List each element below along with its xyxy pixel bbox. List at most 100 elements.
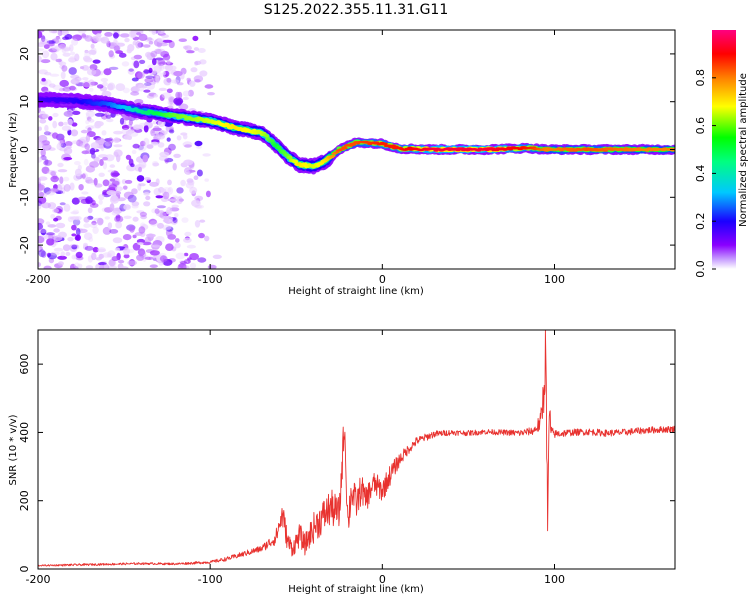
noise-speckle <box>159 130 168 135</box>
noise-speckle <box>155 195 164 199</box>
noise-speckle <box>38 247 41 251</box>
noise-speckle <box>89 222 98 228</box>
noise-speckle <box>41 202 52 209</box>
noise-speckle <box>77 263 83 269</box>
noise-speckle <box>176 187 184 194</box>
noise-speckle <box>119 117 125 125</box>
noise-speckle <box>186 50 195 54</box>
noise-speckle <box>50 52 58 61</box>
ridge-cell <box>342 147 348 150</box>
noise-speckle <box>103 68 112 76</box>
noise-speckle <box>60 71 66 80</box>
noise-speckle <box>114 186 124 192</box>
noise-speckle <box>46 232 55 236</box>
noise-speckle <box>132 143 140 149</box>
noise-speckle <box>143 89 151 93</box>
noise-speckle <box>83 158 89 166</box>
noise-speckle <box>38 126 42 131</box>
noise-speckle <box>106 118 114 123</box>
noise-speckle <box>70 263 76 269</box>
noise-speckle <box>131 188 138 195</box>
noise-speckle <box>138 33 148 42</box>
noise-speckle <box>52 120 58 129</box>
noise-speckle <box>82 77 89 81</box>
noise-speckle <box>84 245 94 251</box>
noise-speckle <box>138 183 146 187</box>
noise-speckle <box>104 216 111 220</box>
noise-speckle <box>195 145 202 149</box>
noise-speckle <box>199 70 208 77</box>
noise-speckle <box>180 261 187 265</box>
noise-speckle <box>42 113 49 119</box>
noise-speckle <box>92 59 101 64</box>
noise-speckle <box>169 97 174 105</box>
noise-speckle <box>93 177 98 186</box>
noise-speckle <box>83 57 93 63</box>
noise-speckle <box>50 214 56 219</box>
colorbar-tick-label: 0.2 <box>694 212 707 230</box>
noise-speckle <box>88 236 94 242</box>
noise-speckle <box>102 162 107 170</box>
noise-speckle <box>182 90 190 97</box>
noise-speckle <box>91 153 96 159</box>
noise-speckle <box>102 263 110 269</box>
noise-speckle <box>168 143 176 151</box>
noise-speckle <box>189 262 197 269</box>
noise-speckle <box>130 56 136 61</box>
noise-speckle <box>183 252 189 257</box>
noise-speckle <box>63 110 74 117</box>
noise-speckle <box>183 159 194 166</box>
y-tick-label: 600 <box>18 354 31 375</box>
noise-speckle <box>65 251 71 256</box>
noise-speckle <box>80 66 85 70</box>
noise-speckle <box>155 48 166 55</box>
noise-speckle <box>115 218 124 222</box>
noise-speckle <box>152 58 157 66</box>
noise-speckle <box>50 251 60 256</box>
x-tick-label: -100 <box>198 273 223 286</box>
noise-speckle <box>146 37 153 41</box>
noise-speckle <box>181 217 189 223</box>
noise-speckle <box>167 179 172 186</box>
spectrogram-x-axis-label: Height of straight line (km) <box>288 286 424 297</box>
noise-speckle <box>195 204 204 209</box>
spectrogram-y-ticks: -20 -10 0 10 20 <box>18 47 675 254</box>
noise-speckle <box>144 77 154 83</box>
noise-speckle <box>155 75 160 84</box>
colorbar-tick-label: 0.6 <box>694 117 707 135</box>
noise-speckle <box>157 58 166 67</box>
noise-speckle <box>80 34 89 39</box>
noise-speckle <box>38 140 44 149</box>
noise-speckle <box>131 149 137 155</box>
noise-speckle <box>67 118 73 126</box>
noise-speckle <box>76 139 84 147</box>
noise-speckle <box>167 234 177 240</box>
noise-speckle <box>108 42 117 47</box>
noise-speckle <box>102 156 108 161</box>
noise-speckle <box>41 77 46 82</box>
noise-speckle <box>40 228 47 236</box>
noise-speckle <box>107 82 116 91</box>
noise-speckle <box>90 142 100 150</box>
noise-speckle <box>166 77 172 83</box>
noise-speckle <box>136 32 142 36</box>
noise-speckle <box>184 144 192 148</box>
noise-speckle <box>121 128 130 136</box>
ridge-cell <box>287 155 293 160</box>
noise-speckle <box>63 147 73 155</box>
noise-speckle <box>162 39 173 43</box>
noise-speckle <box>109 164 116 168</box>
noise-speckle <box>190 67 198 73</box>
noise-speckle <box>78 184 84 191</box>
noise-speckle <box>130 163 135 168</box>
noise-speckle <box>71 254 77 260</box>
figure-title: S125.2022.355.11.31.G11 <box>264 2 449 18</box>
noise-speckle <box>192 35 199 42</box>
noise-speckle <box>121 124 130 130</box>
noise-speckle <box>204 84 214 89</box>
noise-speckle <box>170 79 180 84</box>
noise-speckle <box>52 208 59 214</box>
noise-speckle <box>106 114 112 120</box>
